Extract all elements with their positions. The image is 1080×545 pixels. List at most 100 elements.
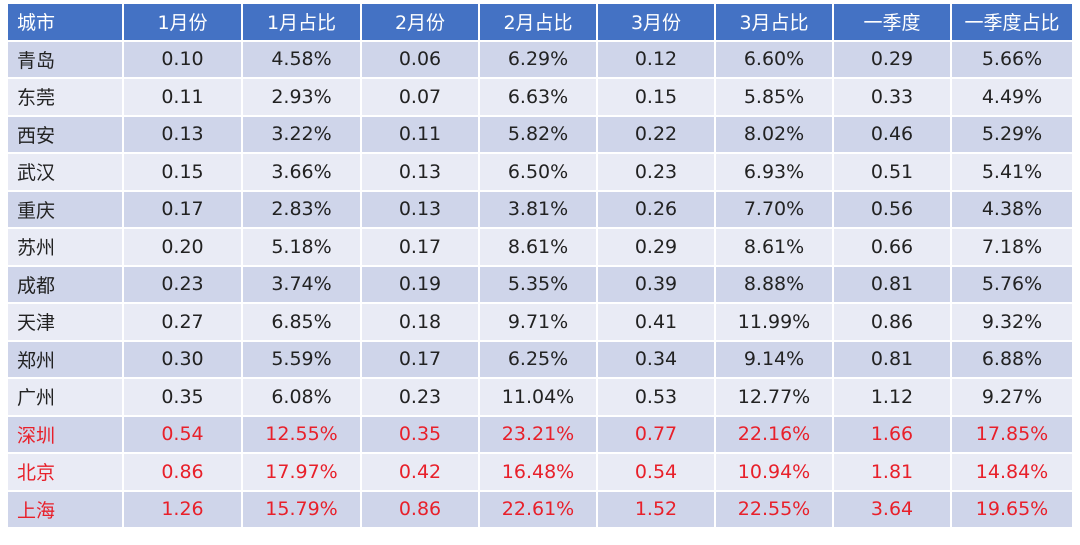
cell-feb-share: 11.04% [480,379,596,415]
cell-jan: 1.26 [124,491,241,527]
cell-mar-share: 6.60% [716,41,832,77]
cell-mar: 0.39 [598,266,714,302]
cell-mar: 0.26 [598,191,714,227]
cell-q1-share: 6.88% [952,341,1072,377]
cell-city: 重庆 [8,191,122,227]
cell-feb: 0.17 [362,341,478,377]
cell-mar: 0.29 [598,229,714,265]
cell-feb: 0.06 [362,41,478,77]
cell-jan-share: 17.97% [243,454,360,490]
cell-q1-share: 14.84% [952,454,1072,490]
cell-jan-share: 3.74% [243,266,360,302]
cell-mar-share: 10.94% [716,454,832,490]
cell-mar-share: 11.99% [716,304,832,340]
cell-city: 青岛 [8,41,122,77]
cell-feb-share: 22.61% [480,491,596,527]
cell-jan-share: 12.55% [243,416,360,452]
cell-city: 武汉 [8,154,122,190]
cell-jan-share: 2.93% [243,79,360,115]
cell-jan-share: 2.83% [243,191,360,227]
header-cell-jan-share: 1月占比 [243,4,360,40]
table-row: 成都 0.23 3.74% 0.19 5.35% 0.39 8.88% 0.81 5.76% [8,266,1072,302]
header-cell-mar: 3月份 [598,4,714,40]
header-cell-city: 城市 [8,4,122,40]
cell-q1: 0.81 [834,341,950,377]
data-table-container: 城市 1月份 1月占比 2月份 2月占比 3月份 3月占比 一季度 一季度占比 … [6,2,1074,529]
cell-jan: 0.20 [124,229,241,265]
cell-mar: 0.41 [598,304,714,340]
cell-mar: 0.12 [598,41,714,77]
cell-mar: 0.53 [598,379,714,415]
cell-feb-share: 8.61% [480,229,596,265]
cell-city: 郑州 [8,341,122,377]
cell-feb: 0.13 [362,154,478,190]
cell-q1: 3.64 [834,491,950,527]
cell-feb-share: 6.29% [480,41,596,77]
city-data-table: 城市 1月份 1月占比 2月份 2月占比 3月份 3月占比 一季度 一季度占比 … [6,2,1074,529]
cell-jan-share: 5.18% [243,229,360,265]
cell-q1: 0.51 [834,154,950,190]
cell-mar-share: 5.85% [716,79,832,115]
table-row: 天津 0.27 6.85% 0.18 9.71% 0.41 11.99% 0.86 9.32% [8,304,1072,340]
cell-q1-share: 9.27% [952,379,1072,415]
cell-jan: 0.27 [124,304,241,340]
cell-feb-share: 16.48% [480,454,596,490]
cell-mar-share: 6.93% [716,154,832,190]
cell-jan: 0.54 [124,416,241,452]
cell-jan: 0.86 [124,454,241,490]
table-row: 郑州 0.30 5.59% 0.17 6.25% 0.34 9.14% 0.81 6.88% [8,341,1072,377]
header-cell-q1: 一季度 [834,4,950,40]
table-row: 广州 0.35 6.08% 0.23 11.04% 0.53 12.77% 1.12 9.27% [8,379,1072,415]
cell-mar: 1.52 [598,491,714,527]
cell-city: 北京 [8,454,122,490]
cell-q1: 1.66 [834,416,950,452]
cell-q1-share: 7.18% [952,229,1072,265]
cell-jan-share: 4.58% [243,41,360,77]
cell-q1-share: 5.76% [952,266,1072,302]
cell-jan-share: 5.59% [243,341,360,377]
cell-jan-share: 3.66% [243,154,360,190]
cell-mar: 0.34 [598,341,714,377]
cell-city: 西安 [8,116,122,152]
cell-city: 东莞 [8,79,122,115]
cell-mar: 0.23 [598,154,714,190]
cell-q1: 1.81 [834,454,950,490]
cell-q1-share: 5.29% [952,116,1072,152]
cell-feb: 0.13 [362,191,478,227]
cell-jan: 0.11 [124,79,241,115]
cell-q1-share: 19.65% [952,491,1072,527]
cell-jan-share: 15.79% [243,491,360,527]
cell-feb: 0.42 [362,454,478,490]
cell-city: 苏州 [8,229,122,265]
cell-feb-share: 5.82% [480,116,596,152]
table-row: 武汉 0.15 3.66% 0.13 6.50% 0.23 6.93% 0.51 5.41% [8,154,1072,190]
header-cell-feb-share: 2月占比 [480,4,596,40]
cell-mar-share: 8.88% [716,266,832,302]
cell-feb-share: 6.25% [480,341,596,377]
cell-q1: 0.81 [834,266,950,302]
cell-q1: 0.29 [834,41,950,77]
cell-mar: 0.54 [598,454,714,490]
cell-feb: 0.19 [362,266,478,302]
cell-jan: 0.30 [124,341,241,377]
cell-mar: 0.22 [598,116,714,152]
header-cell-mar-share: 3月占比 [716,4,832,40]
cell-q1-share: 17.85% [952,416,1072,452]
cell-q1-share: 4.49% [952,79,1072,115]
cell-feb-share: 9.71% [480,304,596,340]
cell-feb-share: 6.50% [480,154,596,190]
cell-mar: 0.15 [598,79,714,115]
table-row: 上海 1.26 15.79% 0.86 22.61% 1.52 22.55% 3.64 19.6… [8,491,1072,527]
table-row: 东莞 0.11 2.93% 0.07 6.63% 0.15 5.85% 0.33 4.49% [8,79,1072,115]
cell-jan-share: 3.22% [243,116,360,152]
cell-mar-share: 8.61% [716,229,832,265]
cell-jan-share: 6.08% [243,379,360,415]
table-body: 青岛 0.10 4.58% 0.06 6.29% 0.12 6.60% 0.29 5.66% 东莞… [8,41,1072,527]
cell-feb: 0.11 [362,116,478,152]
cell-q1: 0.56 [834,191,950,227]
cell-jan: 0.23 [124,266,241,302]
table-row: 重庆 0.17 2.83% 0.13 3.81% 0.26 7.70% 0.56 4.38% [8,191,1072,227]
cell-q1-share: 5.66% [952,41,1072,77]
cell-q1-share: 5.41% [952,154,1072,190]
header-cell-q1-share: 一季度占比 [952,4,1072,40]
